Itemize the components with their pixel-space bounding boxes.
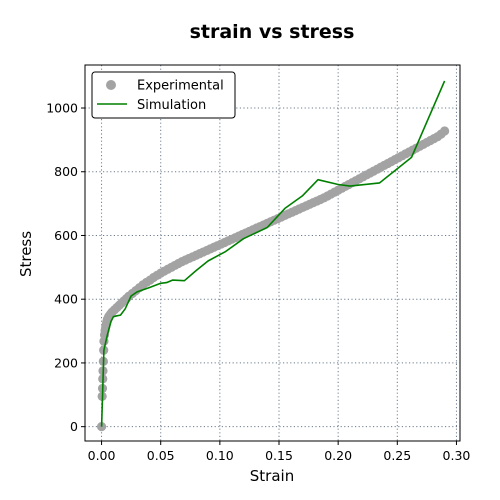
x-axis-label: Strain bbox=[250, 467, 294, 485]
y-tick-label: 800 bbox=[54, 164, 78, 179]
legend-simulation-label: Simulation bbox=[137, 98, 206, 113]
chart-title: strain vs stress bbox=[190, 21, 355, 43]
grid bbox=[85, 65, 460, 441]
x-tick-label: 0.20 bbox=[324, 448, 352, 463]
x-tick-label: 0.05 bbox=[147, 448, 175, 463]
y-tick-label: 1000 bbox=[46, 101, 78, 116]
plot-frame bbox=[85, 65, 460, 441]
x-tick-label: 0.25 bbox=[383, 448, 411, 463]
experimental-point bbox=[440, 126, 449, 135]
legend-experimental-label: Experimental bbox=[137, 79, 224, 94]
x-tick-label: 0.10 bbox=[206, 448, 234, 463]
x-tick-label: 0.15 bbox=[265, 448, 293, 463]
simulation-line bbox=[102, 81, 445, 427]
y-tick-label: 400 bbox=[54, 292, 78, 307]
plot-series bbox=[97, 81, 449, 431]
y-axis-label: Stress bbox=[17, 231, 35, 277]
y-tick-label: 600 bbox=[54, 228, 78, 243]
x-tick-label: 0.00 bbox=[88, 448, 116, 463]
y-tick-label: 200 bbox=[54, 355, 78, 370]
legend: Experimental Simulation bbox=[92, 72, 235, 118]
x-tick-label: 0.30 bbox=[443, 448, 471, 463]
y-tick-label: 0 bbox=[70, 419, 78, 434]
legend-experimental-marker bbox=[106, 80, 116, 90]
